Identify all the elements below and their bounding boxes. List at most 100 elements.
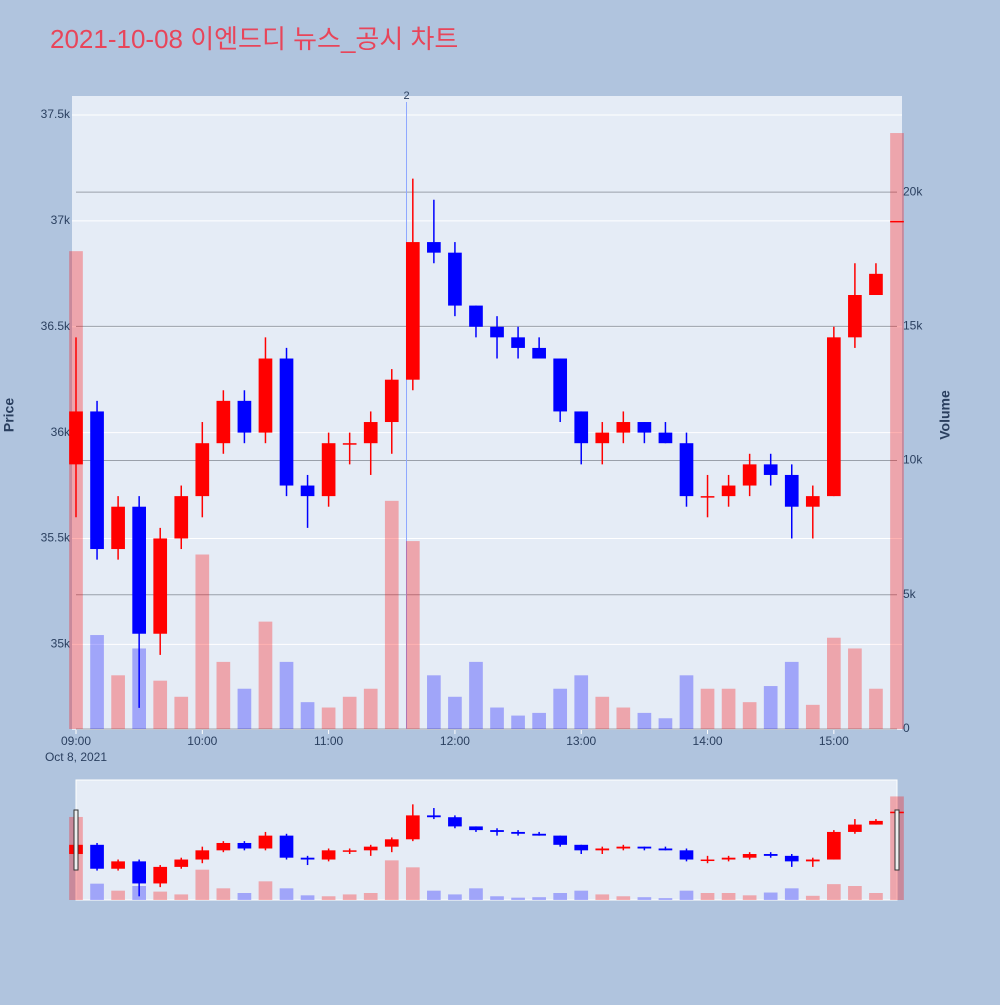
candle-body bbox=[237, 400, 252, 433]
annotation-text: 2 bbox=[403, 90, 409, 102]
volume-bar bbox=[595, 696, 610, 729]
slider-volume-bar bbox=[553, 893, 568, 900]
y-tick-label: 36.5k bbox=[41, 319, 71, 333]
volume-bar bbox=[405, 541, 420, 729]
volume-bar bbox=[721, 688, 736, 729]
candle-body bbox=[111, 506, 125, 550]
slider-volume-bar bbox=[679, 890, 694, 900]
slider-candle-body bbox=[300, 857, 315, 860]
volume-bar bbox=[153, 680, 168, 729]
volume-bar bbox=[342, 696, 357, 729]
candle-body bbox=[595, 432, 610, 444]
slider-volume-bar bbox=[805, 895, 820, 900]
volume-bar bbox=[679, 675, 694, 729]
slider-volume-bar bbox=[300, 895, 315, 900]
volume-bar bbox=[553, 688, 568, 729]
volume-bar bbox=[321, 707, 336, 729]
slider-volume-bar bbox=[258, 881, 273, 900]
slider-volume-bar bbox=[784, 888, 799, 900]
candle-body bbox=[427, 242, 441, 253]
candle-body bbox=[890, 220, 904, 223]
volume-bar bbox=[111, 675, 125, 729]
candle-body bbox=[363, 422, 378, 444]
slider-volume-bar bbox=[195, 869, 210, 900]
slider-candle-body bbox=[384, 839, 399, 847]
slider-candle-body bbox=[132, 861, 146, 884]
slider-candle-body bbox=[679, 850, 694, 860]
slider-candle-body bbox=[784, 855, 799, 862]
slider-volume-bar bbox=[574, 890, 589, 900]
slider-volume-bar bbox=[111, 890, 125, 900]
slider-candle-body bbox=[490, 830, 504, 832]
volume-bar bbox=[805, 704, 820, 729]
y2-tick-label: 20k bbox=[903, 184, 923, 198]
slider-candle-body bbox=[111, 861, 125, 869]
candle-body bbox=[805, 496, 820, 507]
candle-body bbox=[616, 422, 631, 433]
chart-title: 2021-10-08 이엔드디 뉴스_공시 차트 bbox=[50, 24, 458, 54]
candle-body bbox=[784, 474, 799, 507]
candle-body bbox=[700, 496, 715, 498]
slider-volume-bar bbox=[869, 893, 883, 900]
candle-body bbox=[469, 305, 483, 327]
x-tick-label: 12:00 bbox=[440, 734, 470, 748]
slider-volume-bar bbox=[532, 897, 546, 900]
slider-volume-bar bbox=[721, 893, 736, 900]
candle-body bbox=[490, 326, 504, 338]
slider-candle-body bbox=[595, 848, 610, 851]
volume-bar bbox=[742, 702, 757, 729]
candle-body bbox=[511, 337, 525, 348]
volume-bar bbox=[469, 661, 483, 729]
x-tick-label: 15:00 bbox=[819, 734, 849, 748]
slider-handle[interactable] bbox=[894, 809, 900, 871]
volume-bar bbox=[90, 635, 104, 729]
slider-candle-body bbox=[258, 835, 273, 849]
volume-bar bbox=[174, 696, 189, 729]
slider-candle-body bbox=[721, 857, 736, 860]
candle-body bbox=[132, 506, 146, 634]
volume-bar bbox=[848, 648, 862, 729]
candle-body bbox=[69, 411, 83, 465]
volume-bar bbox=[890, 133, 904, 730]
slider-volume-bar bbox=[848, 886, 862, 900]
slider-candle-body bbox=[469, 826, 483, 831]
candle-body bbox=[869, 273, 883, 296]
slider-candle-body bbox=[805, 859, 820, 862]
candle-body bbox=[174, 496, 189, 539]
candle-body bbox=[532, 347, 546, 359]
slider-candle-body bbox=[553, 835, 568, 845]
volume-bar bbox=[574, 675, 589, 729]
y-tick-label: 36k bbox=[51, 425, 71, 439]
slider-candle-body bbox=[574, 844, 589, 851]
candle-body bbox=[553, 358, 568, 412]
slider-volume-bar bbox=[827, 884, 841, 900]
slider-handle[interactable] bbox=[73, 809, 79, 871]
slider-volume-bar bbox=[237, 893, 252, 900]
y-tick-label: 35.5k bbox=[41, 531, 71, 545]
candle-body bbox=[448, 252, 462, 306]
slider-candle-body bbox=[742, 854, 757, 858]
candle-body bbox=[658, 432, 673, 444]
slider-candle-body bbox=[511, 831, 525, 834]
y2-tick-label: 0 bbox=[903, 721, 910, 735]
candle-body bbox=[763, 464, 778, 475]
volume-bar bbox=[827, 637, 841, 729]
slider-candle-body bbox=[427, 815, 441, 818]
slider-candle-body bbox=[448, 817, 462, 827]
candle-body bbox=[279, 358, 294, 486]
slider-volume-bar bbox=[490, 896, 504, 900]
slider-volume-bar bbox=[384, 860, 399, 900]
plot-area bbox=[72, 96, 902, 730]
y-tick-label: 37.5k bbox=[41, 107, 71, 121]
candle-body bbox=[153, 538, 168, 634]
y2-tick-label: 15k bbox=[903, 319, 923, 333]
y2-tick-label: 10k bbox=[903, 453, 923, 467]
y-tick-label: 37k bbox=[51, 213, 71, 227]
slider-volume-bar bbox=[448, 894, 462, 900]
candle-body bbox=[405, 242, 420, 380]
range-slider[interactable] bbox=[75, 779, 898, 901]
slider-candle-body bbox=[90, 844, 104, 869]
y-axis-title: Price bbox=[1, 398, 17, 432]
slider-candle-body bbox=[342, 850, 357, 852]
